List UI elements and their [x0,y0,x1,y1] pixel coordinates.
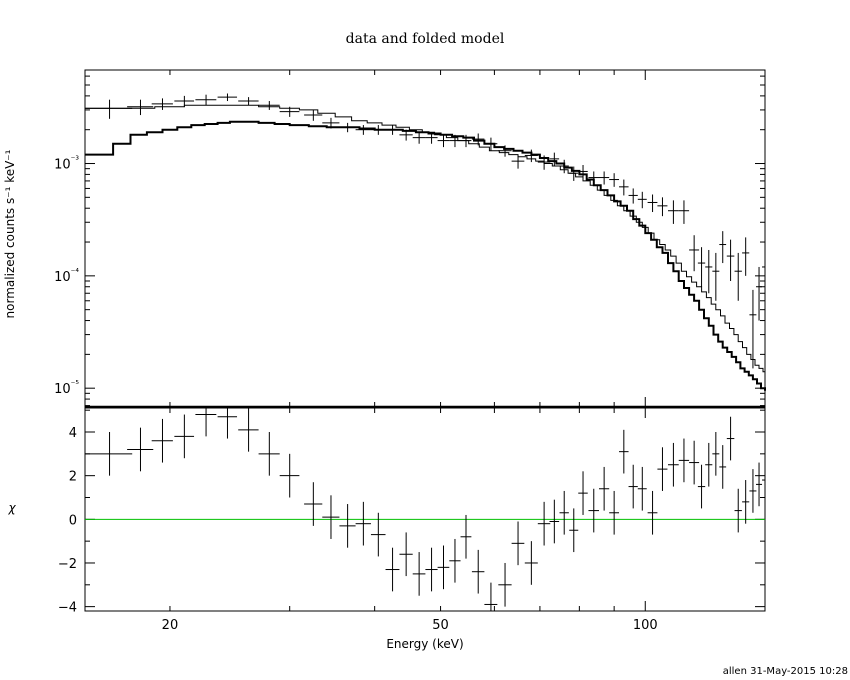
residual-frame [84,407,766,612]
y-tick-label: 10⁻⁴ [54,268,79,285]
spectrum-frame [84,69,766,408]
x-tick-label: 50 [432,618,449,633]
footer-stamp: allen 31-May-2015 10:28 [723,666,848,677]
x-axis-label: Energy (keV) [386,637,463,651]
spectrum-panel: 10⁻⁵ 10⁻⁴ 10⁻³ [54,69,766,409]
model-step-line-thin [85,104,766,376]
y-axis-label-residuals: χ [7,501,16,515]
model-step-line [85,120,766,391]
y-tick-label: −2 [58,557,77,572]
residual-panel: 20 50 100 −4 −2 0 2 4 [58,407,766,633]
axis-labels: data and folded model normalized counts … [3,31,848,677]
y-tick-label: 4 [69,426,77,441]
x-tick-label: 100 [633,618,658,633]
y-axis-label-spectrum: normalized counts s⁻¹ keV⁻¹ [3,149,17,318]
y-tick-label: 10⁻³ [54,156,79,173]
x-tick-label: 20 [162,618,179,633]
y-tick-label: 10⁻⁵ [54,380,79,397]
chart-title: data and folded model [346,31,505,47]
y-tick-label: 2 [69,470,77,485]
y-tick-label: −4 [58,601,77,616]
y-tick-label: 0 [69,513,77,528]
